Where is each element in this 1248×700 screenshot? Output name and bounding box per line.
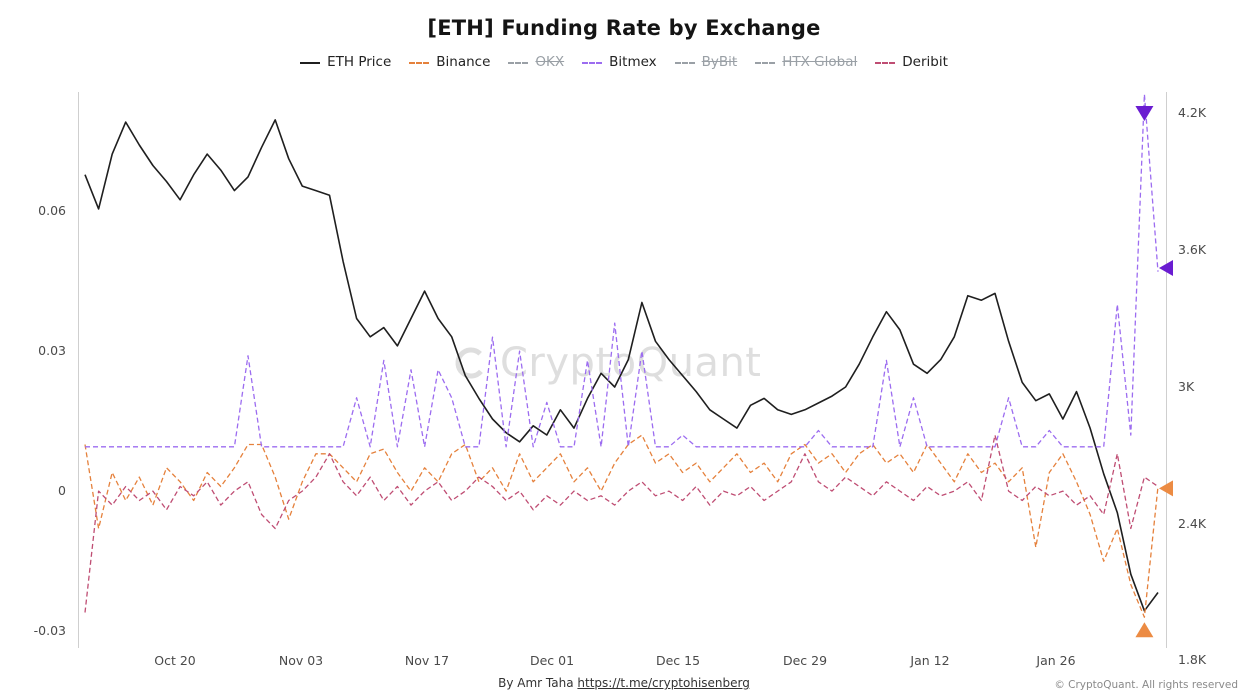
left-axis-tick-neg003: -0.03 — [33, 623, 66, 638]
bitmex-peak-marker — [1135, 106, 1154, 122]
legend-item-bitmex[interactable]: Bitmex — [582, 54, 657, 70]
chart-title: [ETH] Funding Rate by Exchange — [427, 16, 821, 40]
legend-label: ETH Price — [327, 54, 392, 70]
deribit-line-swatch-icon — [875, 61, 896, 64]
bybit-line-swatch-icon — [674, 61, 695, 64]
legend-label: ByBit — [701, 54, 738, 70]
legend-label: Binance — [436, 54, 491, 70]
footer-credit: By Amr Taha https://t.me/cryptohisenberg — [0, 676, 1248, 690]
right-axis-tick-42k: 4.2K — [1178, 105, 1207, 120]
x-axis-tick-dec15: Dec 15 — [655, 653, 701, 668]
legend-label: OKX — [535, 54, 565, 70]
x-axis-tick-nov17: Nov 17 — [404, 653, 450, 668]
bitmex-current-marker — [1159, 259, 1173, 276]
left-axis-tick-006: 0.06 — [38, 203, 66, 218]
series-bitmex — [85, 93, 1159, 448]
legend-item-eth-price[interactable]: ETH Price — [300, 54, 392, 70]
legend-item-binance[interactable]: Binance — [409, 54, 491, 70]
legend-label: Deribit — [902, 54, 948, 70]
legend-item-htx-global[interactable]: HTX Global — [755, 54, 858, 70]
binance-current-marker — [1159, 480, 1173, 497]
x-axis-tick-jan12: Jan 12 — [910, 653, 950, 668]
footer-telegram-link[interactable]: https://t.me/cryptohisenberg — [577, 676, 750, 690]
legend: ETH Price Binance OKX Bitmex ByBit HTX G… — [0, 54, 1248, 70]
right-axis-tick-18k: 1.8K — [1178, 652, 1207, 667]
legend-label: HTX Global — [782, 54, 858, 70]
bitmex-line-swatch-icon — [582, 61, 603, 64]
footer-copyright: © CryptoQuant. All rights reserved — [1054, 679, 1238, 691]
series-deribit — [84, 434, 1159, 613]
legend-label: Bitmex — [609, 54, 657, 70]
x-axis-tick-dec01: Dec 01 — [529, 653, 575, 668]
x-axis-tick-dec29: Dec 29 — [782, 653, 828, 668]
right-axis-tick-24k: 2.4K — [1178, 516, 1207, 531]
right-axis-tick-36k: 3.6K — [1178, 242, 1207, 257]
footer-by-text: By Amr Taha — [498, 676, 574, 690]
series-binance — [84, 434, 1159, 618]
htx-global-line-swatch-icon — [755, 61, 776, 64]
x-axis-tick-jan26: Jan 26 — [1036, 653, 1076, 668]
legend-item-bybit[interactable]: ByBit — [674, 54, 738, 70]
binance-line-swatch-icon — [409, 61, 430, 64]
x-axis-tick-nov03: Nov 03 — [278, 653, 324, 668]
eth-price-line-swatch-icon — [300, 61, 321, 64]
left-axis-tick-0: 0 — [58, 483, 66, 498]
okx-line-swatch-icon — [508, 61, 529, 64]
x-axis-tick-oct20: Oct 20 — [154, 653, 196, 668]
series-eth-price — [84, 119, 1159, 612]
legend-item-okx[interactable]: OKX — [508, 54, 565, 70]
left-axis-tick-003: 0.03 — [38, 343, 66, 358]
binance-low-marker — [1135, 622, 1154, 638]
right-axis-tick-3k: 3K — [1178, 379, 1195, 394]
legend-item-deribit[interactable]: Deribit — [875, 54, 948, 70]
